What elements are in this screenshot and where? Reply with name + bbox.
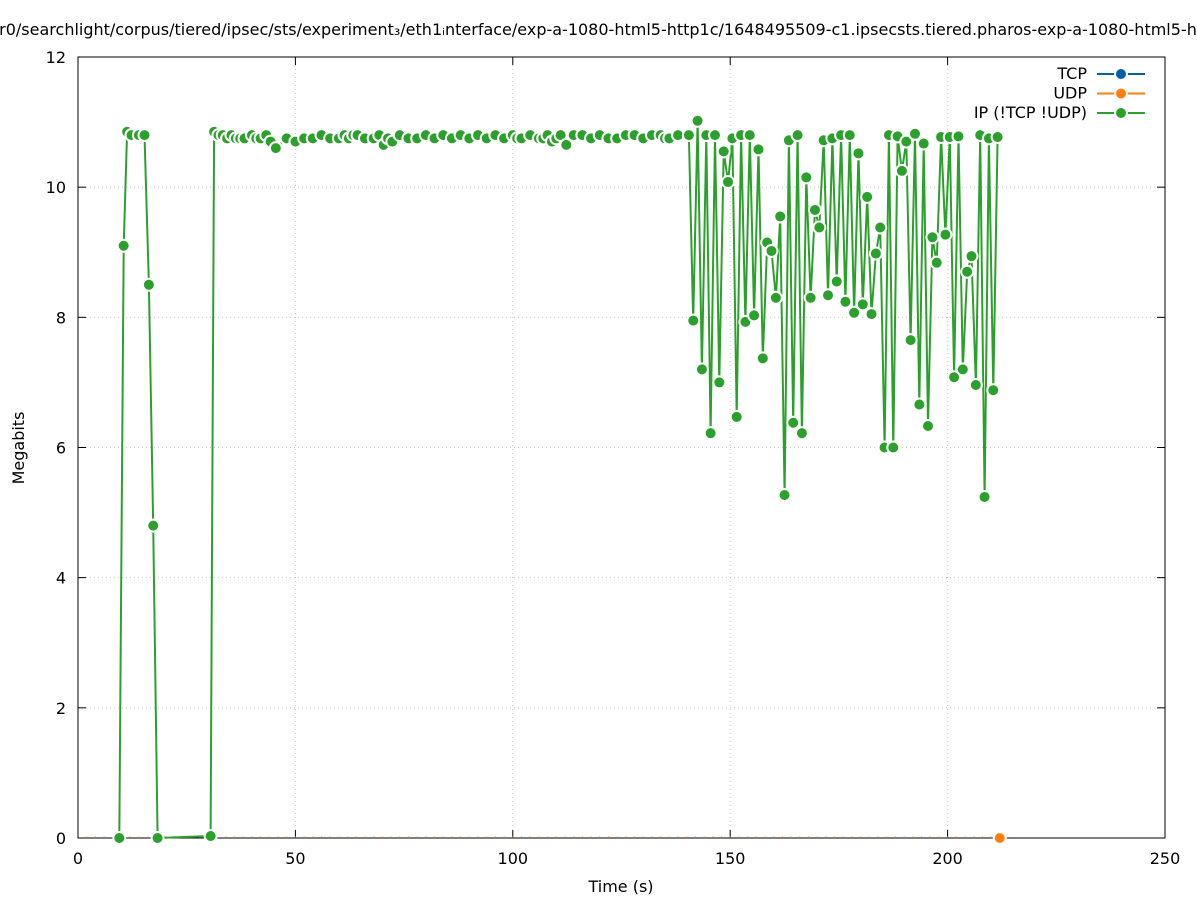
data-point xyxy=(960,264,975,279)
data-point xyxy=(764,243,779,258)
data-point xyxy=(968,378,983,393)
data-point xyxy=(141,277,156,292)
data-point xyxy=(747,308,762,323)
data-point xyxy=(742,128,757,143)
x-tick-label: 150 xyxy=(715,849,746,868)
axis-ticks: 0 50 100 150 200 250 0 2 4 6 8 10 12 xyxy=(46,48,1181,868)
data-point xyxy=(694,362,709,377)
data-point xyxy=(721,174,736,189)
data-point xyxy=(559,137,574,152)
data-point xyxy=(886,440,901,455)
data-point xyxy=(807,202,822,217)
legend-label: UDP xyxy=(1053,84,1087,103)
data-point xyxy=(929,255,944,270)
plot-frame xyxy=(77,56,1166,839)
legend-label: TCP xyxy=(1056,64,1087,83)
y-axis-title: Megabits xyxy=(9,412,28,485)
data-point xyxy=(838,294,853,309)
data-point xyxy=(712,375,727,390)
data-point xyxy=(686,313,701,328)
y-tick-label: 6 xyxy=(56,439,66,458)
data-point xyxy=(268,141,283,156)
data-point xyxy=(729,409,744,424)
data-point xyxy=(894,163,909,178)
series-2 xyxy=(112,113,1005,845)
data-point xyxy=(790,128,805,143)
legend-marker xyxy=(1114,67,1128,81)
data-point xyxy=(992,831,1007,845)
data-point xyxy=(755,351,770,366)
x-tick-label: 100 xyxy=(498,849,529,868)
data-point xyxy=(690,113,705,128)
chart-title: r0/searchlight/corpus/tiered/ipsec/sts/e… xyxy=(0,20,1197,39)
plot-border xyxy=(77,56,1166,839)
data-point xyxy=(794,426,809,441)
legend-marker xyxy=(1114,86,1128,101)
data-point xyxy=(873,220,888,235)
data-point xyxy=(847,305,862,320)
grid xyxy=(78,57,1165,838)
data-point xyxy=(925,230,940,245)
data-point xyxy=(990,130,1005,145)
x-tick-label: 0 xyxy=(73,849,83,868)
data-point xyxy=(112,831,127,845)
data-point xyxy=(868,246,883,261)
data-point xyxy=(773,209,788,224)
data-point xyxy=(907,126,922,141)
x-tick-label: 50 xyxy=(285,849,305,868)
data-point xyxy=(821,288,836,303)
data-point xyxy=(768,290,783,305)
data-point xyxy=(864,307,879,322)
series-layer xyxy=(112,113,1007,845)
data-point xyxy=(921,419,936,434)
x-tick-label: 200 xyxy=(932,849,963,868)
data-point xyxy=(786,415,801,430)
data-point xyxy=(116,238,131,253)
data-point xyxy=(855,297,870,312)
data-point xyxy=(707,128,722,143)
data-point xyxy=(803,290,818,305)
data-point xyxy=(812,220,827,235)
data-point xyxy=(912,397,927,412)
data-point xyxy=(860,189,875,204)
legend-marker xyxy=(1114,106,1128,120)
x-axis-title: Time (s) xyxy=(587,877,653,896)
data-point xyxy=(751,142,766,157)
y-tick-label: 4 xyxy=(56,569,66,588)
y-tick-label: 2 xyxy=(56,699,66,718)
data-point xyxy=(842,128,857,143)
data-point xyxy=(851,146,866,161)
data-point xyxy=(977,489,992,504)
data-point xyxy=(916,136,931,151)
data-point xyxy=(150,831,165,845)
legend-label: IP (!TCP !UDP) xyxy=(974,103,1087,122)
series-1 xyxy=(992,831,1007,845)
series-line xyxy=(118,120,999,840)
y-tick-label: 12 xyxy=(46,48,66,67)
data-point xyxy=(137,128,152,143)
y-tick-label: 8 xyxy=(56,308,66,327)
y-tick-label: 0 xyxy=(56,829,66,848)
data-point xyxy=(903,333,918,348)
y-tick-label: 10 xyxy=(46,178,66,197)
data-point xyxy=(777,488,792,503)
data-point xyxy=(203,829,218,844)
data-point xyxy=(716,144,731,159)
data-point xyxy=(899,134,914,149)
data-point xyxy=(938,227,953,242)
x-tick-label: 250 xyxy=(1150,849,1181,868)
data-point xyxy=(829,274,844,289)
data-point xyxy=(947,370,962,385)
data-point xyxy=(146,518,161,533)
data-point xyxy=(955,362,970,377)
data-point xyxy=(703,426,718,441)
data-point xyxy=(799,170,814,185)
data-point xyxy=(681,128,696,143)
data-point xyxy=(986,383,1001,398)
data-point xyxy=(951,129,966,144)
data-point xyxy=(964,249,979,264)
